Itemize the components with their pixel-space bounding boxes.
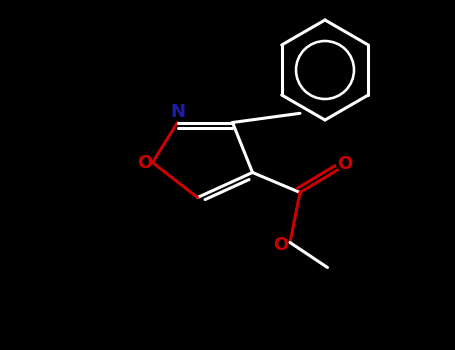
Text: O: O [273, 236, 288, 254]
Text: N: N [170, 103, 185, 120]
Text: O: O [137, 154, 152, 172]
Text: O: O [337, 155, 353, 173]
